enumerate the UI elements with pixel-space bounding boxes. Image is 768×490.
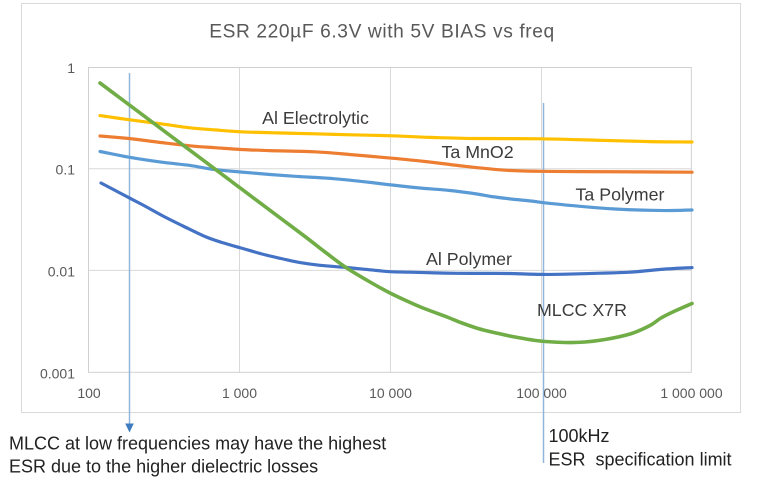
svg-text:MLCC X7R: MLCC X7R (537, 300, 627, 320)
svg-text:100kHz: 100kHz (549, 426, 610, 446)
svg-text:100 000: 100 000 (516, 385, 567, 401)
svg-text:Ta Polymer: Ta Polymer (576, 184, 665, 204)
svg-text:10 000: 10 000 (369, 385, 412, 401)
svg-text:ESR specification limit: ESR specification limit (549, 449, 732, 469)
svg-text:Al Electrolytic: Al Electrolytic (262, 108, 369, 128)
svg-text:ESR due to the higher dielectr: ESR due to the higher dielectric losses (9, 457, 318, 477)
svg-text:Al Polymer: Al Polymer (426, 249, 512, 269)
svg-text:ESR 220µF 6.3V with 5V BIAS vs: ESR 220µF 6.3V with 5V BIAS vs freq (209, 22, 555, 43)
svg-text:1 000: 1 000 (222, 385, 257, 401)
svg-text:100: 100 (77, 385, 101, 401)
svg-text:MLCC at low frequencies may ha: MLCC at low frequencies may have the hig… (9, 434, 386, 454)
svg-text:1 000 000: 1 000 000 (660, 385, 722, 401)
svg-text:0.01: 0.01 (48, 263, 75, 279)
svg-text:Ta MnO2: Ta MnO2 (442, 142, 514, 162)
svg-text:1: 1 (67, 60, 75, 76)
svg-text:0.1: 0.1 (56, 162, 76, 178)
svg-text:0.001: 0.001 (40, 366, 75, 382)
